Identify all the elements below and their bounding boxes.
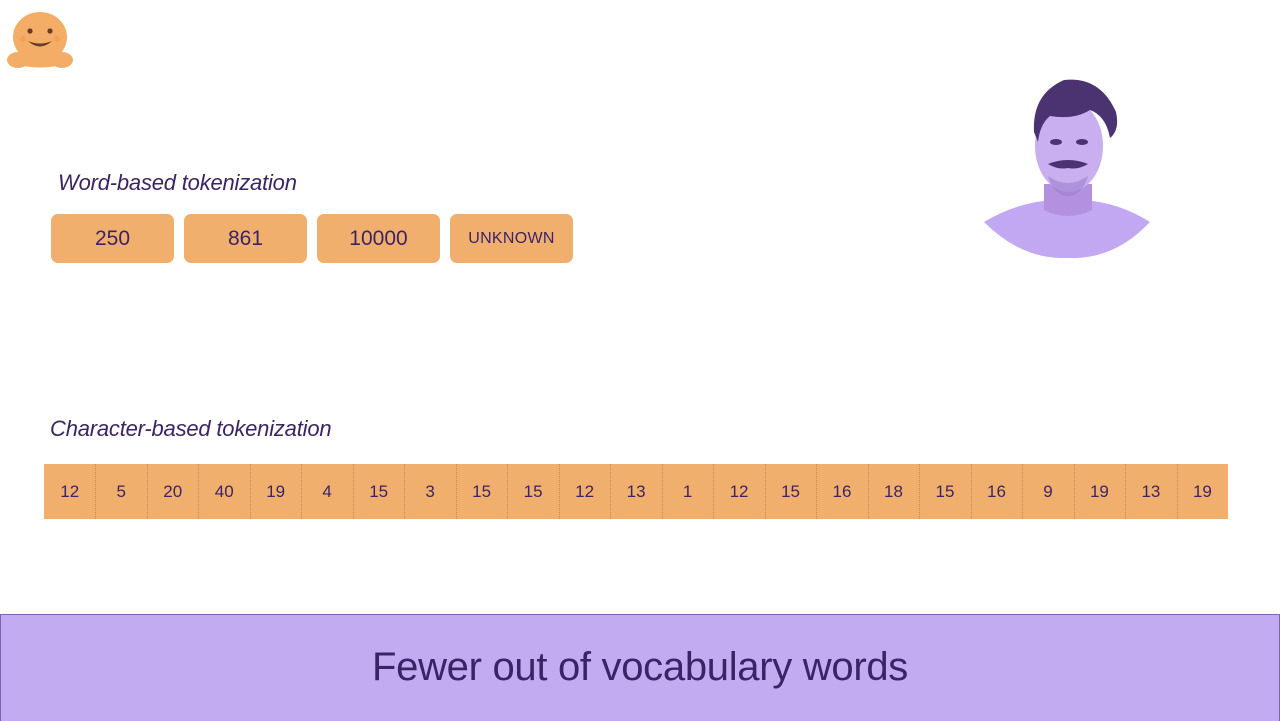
char-token: 15 [764, 464, 816, 519]
char-token: 19 [249, 464, 301, 519]
char-token: 13 [610, 464, 661, 519]
char-token: 16 [816, 464, 867, 519]
hugging-face-logo-icon [7, 12, 73, 68]
char-token: 12 [60, 482, 80, 501]
char-token: 15 [352, 464, 404, 519]
char-token: 40 [198, 464, 249, 519]
char-token: 18 [867, 464, 919, 519]
char-token: 15 [507, 464, 558, 519]
char-token: 15 [455, 464, 507, 519]
char-token: 12 [713, 464, 764, 519]
char-token: 16 [970, 464, 1022, 519]
char-token: 12 [558, 464, 610, 519]
caption-banner: Fewer out of vocabulary words [0, 614, 1280, 721]
char-token: 13 [1125, 464, 1176, 519]
char-token: 15 [919, 464, 970, 519]
word-token: 250 [51, 214, 174, 263]
char-token: 9 [1022, 464, 1073, 519]
char-token: 20 [146, 464, 198, 519]
char-token: 1 [661, 464, 713, 519]
word-token-unknown: UNKNOWN [450, 214, 573, 263]
word-token: 861 [184, 214, 307, 263]
char-token: 19 [1073, 464, 1125, 519]
caption-text: Fewer out of vocabulary words [372, 644, 908, 689]
word-token: 10000 [317, 214, 440, 263]
char-token: 19 [1176, 464, 1228, 519]
word-based-tokenization-label: Word-based tokenization [58, 170, 297, 195]
char-token: 5 [95, 464, 146, 519]
presenter-portrait [984, 79, 1150, 258]
character-token-strip: 12 5 20 40 19 4 15 3 15 15 12 13 1 12 15… [44, 464, 1228, 519]
character-based-tokenization-label: Character-based tokenization [50, 416, 332, 441]
char-token: 4 [301, 464, 352, 519]
char-token: 3 [404, 464, 455, 519]
